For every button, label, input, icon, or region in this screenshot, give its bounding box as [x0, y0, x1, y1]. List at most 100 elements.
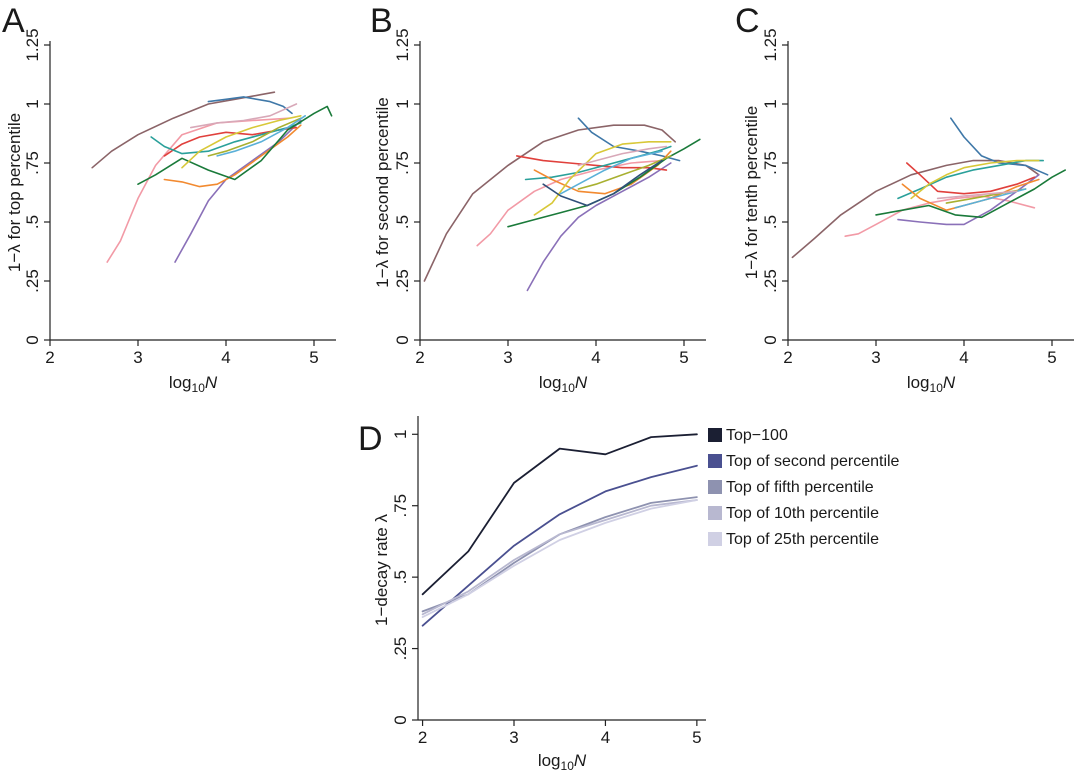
y-tick-label: .5 — [391, 570, 410, 584]
y-tick-label: .25 — [761, 269, 780, 293]
legend: Top−100 Top of second percentile Top of fi… — [708, 427, 900, 548]
x-tick-label: 5 — [1047, 348, 1056, 367]
x-tick-label: 2 — [415, 348, 424, 367]
x-axis-title-variable: N — [943, 373, 956, 392]
series-line-1 — [421, 433, 698, 596]
y-tick-label: 1 — [393, 99, 412, 108]
x-tick-label: 5 — [309, 348, 318, 367]
y-axis-title: 1−λ for tenth percentile — [742, 106, 761, 279]
series-line-5 — [905, 162, 1036, 195]
y-tick-label: .25 — [391, 637, 410, 661]
x-tick-label: 3 — [133, 348, 142, 367]
y-tick-label: 1 — [23, 99, 42, 108]
x-axis-title-subscript: 10 — [561, 759, 575, 772]
x-tick-label: 2 — [783, 348, 792, 367]
x-axis-title-base: log — [538, 751, 561, 770]
x-tick-label: 5 — [692, 728, 701, 747]
y-tick-label: 1.25 — [23, 28, 42, 61]
y-tick-label: .5 — [23, 215, 42, 229]
legend-label: Top of 10th percentile — [726, 505, 879, 522]
x-tick-label: 2 — [45, 348, 54, 367]
series-line-4 — [421, 499, 698, 616]
legend-label: Top of 25th percentile — [726, 531, 879, 548]
x-tick-label: 4 — [591, 348, 600, 367]
x-axis-title-subscript: 10 — [930, 381, 944, 395]
x-axis-title-base: log — [169, 373, 192, 392]
x-tick-label: 4 — [959, 348, 968, 367]
x-axis-title: log10N — [539, 373, 588, 395]
y-tick-label: .75 — [393, 151, 412, 175]
series-line-6 — [524, 145, 672, 181]
x-axis-title-subscript: 10 — [562, 381, 576, 395]
series-line-2 — [207, 96, 293, 115]
series-line-2 — [949, 117, 1049, 176]
y-axis-title: 1−decay rate λ — [372, 514, 391, 626]
y-tick-label: 0 — [23, 335, 42, 344]
y-tick-label: .75 — [391, 494, 410, 518]
series-line-7 — [533, 150, 672, 195]
legend-swatch — [708, 532, 722, 546]
panel-d: D 0 .25 .5 .75 1 2 3 4 5 1−decay rate λ log10N Top−1… — [358, 416, 900, 772]
series-line-1 — [791, 159, 1040, 259]
series-line-10 — [207, 117, 302, 157]
y-tick-label: .75 — [23, 151, 42, 175]
series-line-4 — [526, 162, 672, 292]
panel-c: C 0 .25 .5 .75 1 1.25 2 3 4 5 1−λ for tenth percent… — [735, 2, 1074, 395]
y-tick-label: 0 — [393, 335, 412, 344]
series-line-8 — [875, 169, 1066, 219]
x-tick-label: 3 — [871, 348, 880, 367]
y-axis-title: 1−λ for second percentile — [373, 97, 392, 287]
x-axis-title-variable: N — [205, 373, 218, 392]
series-line-11 — [216, 115, 307, 157]
x-tick-label: 5 — [679, 348, 688, 367]
panel-letter: D — [358, 420, 383, 458]
series-line-9 — [181, 115, 302, 169]
panel-letter: A — [2, 2, 25, 40]
series-line-5 — [515, 155, 668, 171]
series-line-10 — [577, 155, 672, 190]
x-axis-title-base: log — [539, 373, 562, 392]
x-tick-label: 4 — [221, 348, 230, 367]
x-axis-title-variable: N — [574, 751, 587, 770]
legend-label: Top of fifth percentile — [726, 479, 874, 496]
y-tick-label: 1 — [391, 430, 410, 439]
x-axis-title-base: log — [907, 373, 930, 392]
x-axis-title: log10N — [907, 373, 956, 395]
y-tick-label: .75 — [761, 151, 780, 175]
x-axis-title: log10N — [169, 373, 218, 395]
series-line-12 — [577, 145, 668, 167]
panel-b: B 0 .25 .5 .75 1 1.25 2 3 4 5 1−λ for second percen… — [370, 2, 706, 395]
series-line-3 — [844, 195, 1036, 237]
series-line-1 — [91, 91, 276, 169]
x-axis-title: log10N — [538, 751, 587, 772]
y-tick-label: .25 — [23, 269, 42, 293]
legend-label: Top of second percentile — [726, 453, 900, 470]
series-line-12 — [190, 103, 298, 129]
x-tick-label: 3 — [509, 728, 518, 747]
series-line-7 — [163, 124, 302, 188]
panel-letter: B — [370, 2, 393, 40]
series-line-3 — [106, 117, 291, 263]
x-tick-label: 3 — [503, 348, 512, 367]
x-tick-label: 4 — [601, 728, 610, 747]
y-tick-label: 1.25 — [393, 28, 412, 61]
y-axis-title: 1−λ for top percentile — [5, 113, 24, 272]
y-tick-label: .5 — [393, 215, 412, 229]
panel-a: A 0 .25 .5 .75 1 1.25 2 3 4 5 1−λ for top percentil… — [2, 2, 336, 395]
y-tick-label: 0 — [391, 715, 410, 724]
y-tick-label: .5 — [761, 215, 780, 229]
series-line-3 — [476, 159, 663, 247]
series-line-11 — [559, 150, 663, 195]
x-axis-title-subscript: 10 — [192, 381, 206, 395]
y-tick-label: .25 — [393, 269, 412, 293]
panel-letter: C — [735, 2, 760, 40]
series-line-1 — [423, 124, 677, 282]
series-line-6 — [150, 122, 302, 155]
legend-swatch — [708, 506, 722, 520]
series-line-5 — [421, 499, 698, 618]
legend-swatch — [708, 480, 722, 494]
legend-label: Top−100 — [726, 427, 788, 444]
series-line-9 — [910, 159, 1040, 200]
series-line-12 — [936, 190, 1018, 200]
